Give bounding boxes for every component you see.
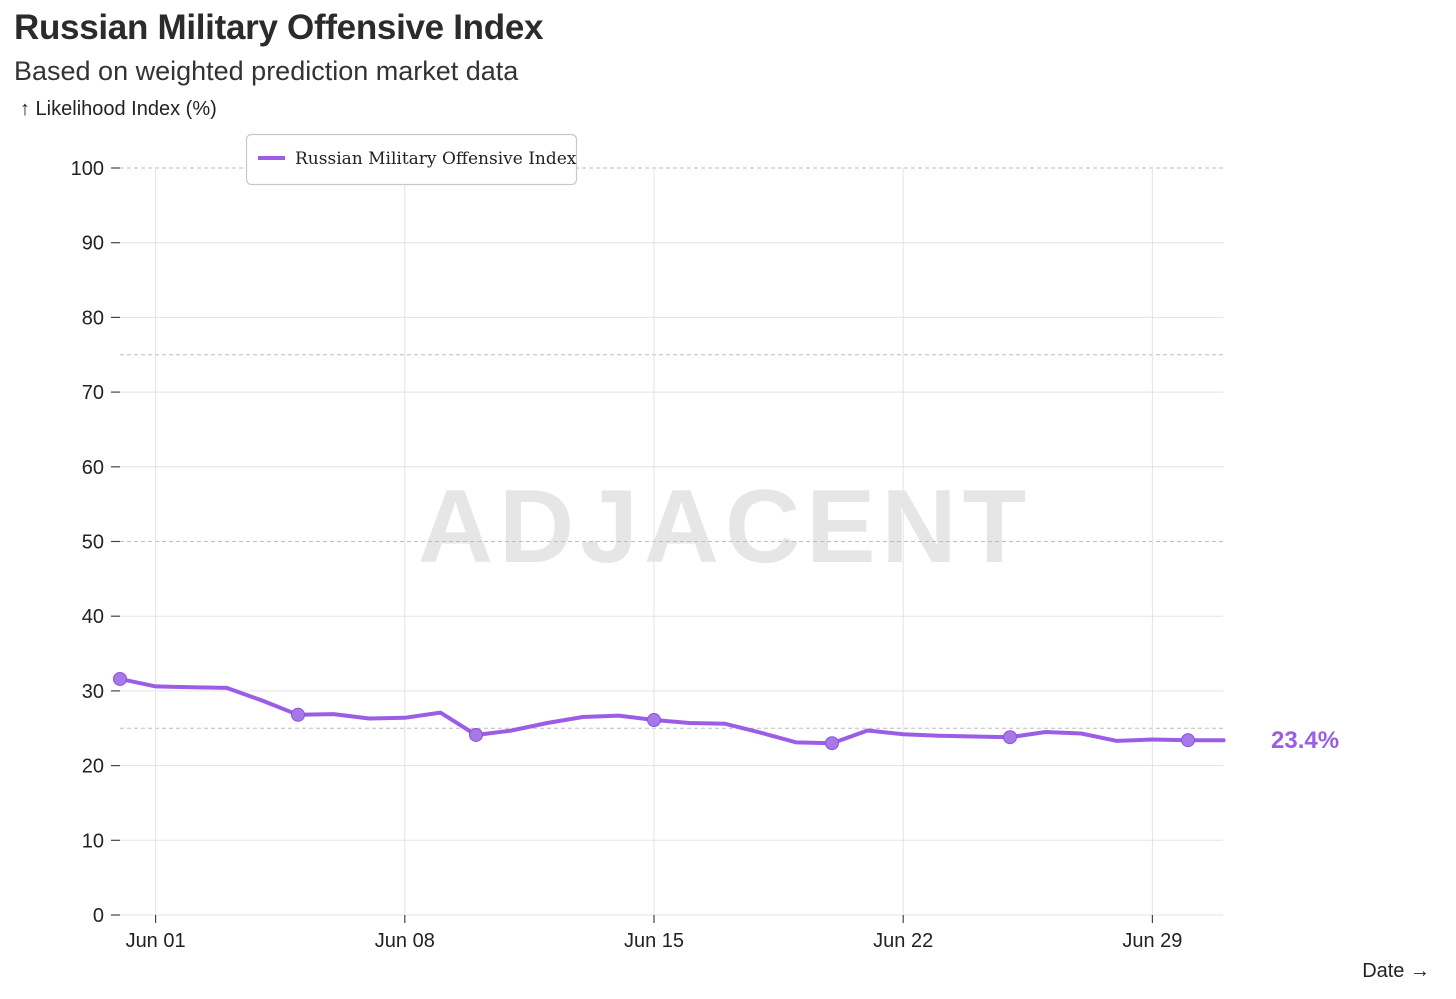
- x-tick-label: Jun 08: [375, 930, 435, 952]
- data-point: [1181, 733, 1195, 748]
- y-tick-label: 50: [82, 532, 104, 554]
- data-point: [291, 707, 305, 722]
- y-tick-label: 60: [82, 457, 104, 479]
- chart-title: Russian Military Offensive Index: [14, 8, 544, 47]
- x-tick-label: Jun 15: [624, 930, 684, 952]
- y-tick-label: 20: [82, 756, 104, 778]
- y-tick-label: 40: [82, 606, 104, 628]
- x-axis-label: Date →: [1362, 960, 1430, 982]
- y-tick-label: 70: [82, 382, 104, 404]
- series-line: [118, 676, 1226, 746]
- y-tick-label: 30: [82, 681, 104, 703]
- chart-subtitle: Based on weighted prediction market data: [14, 56, 519, 86]
- x-tick-label: Jun 01: [126, 930, 186, 952]
- watermark: ADJACENT: [418, 469, 1032, 585]
- y-axis-label: ↑ Likelihood Index (%): [20, 98, 217, 120]
- y-tick-label: 100: [71, 158, 104, 180]
- data-point: [825, 736, 839, 751]
- axes: 0 10 20 30 40 50 60 70 80 90 100 Jun 01 Jun 08 Jun 15…: [71, 158, 1183, 952]
- grid-lines: [120, 167, 1223, 916]
- legend[interactable]: Russian Military Offensive Index: [245, 133, 578, 186]
- data-point: [469, 727, 483, 742]
- x-tick-label: Jun 22: [873, 930, 933, 952]
- x-tick-label: Jun 29: [1122, 930, 1182, 952]
- y-tick-label: 90: [82, 233, 104, 255]
- y-tick-label: 80: [82, 307, 104, 329]
- series-layer: [113, 671, 1226, 751]
- y-tick-label: 0: [93, 905, 104, 927]
- legend-label: Russian Military Offensive Index: [295, 149, 577, 169]
- data-point: [113, 671, 127, 686]
- y-tick-label: 10: [82, 830, 104, 852]
- data-point: [1003, 730, 1017, 745]
- current-value-label: 23.4%: [1271, 727, 1339, 754]
- legend-box: [245, 133, 578, 186]
- data-point: [647, 713, 661, 728]
